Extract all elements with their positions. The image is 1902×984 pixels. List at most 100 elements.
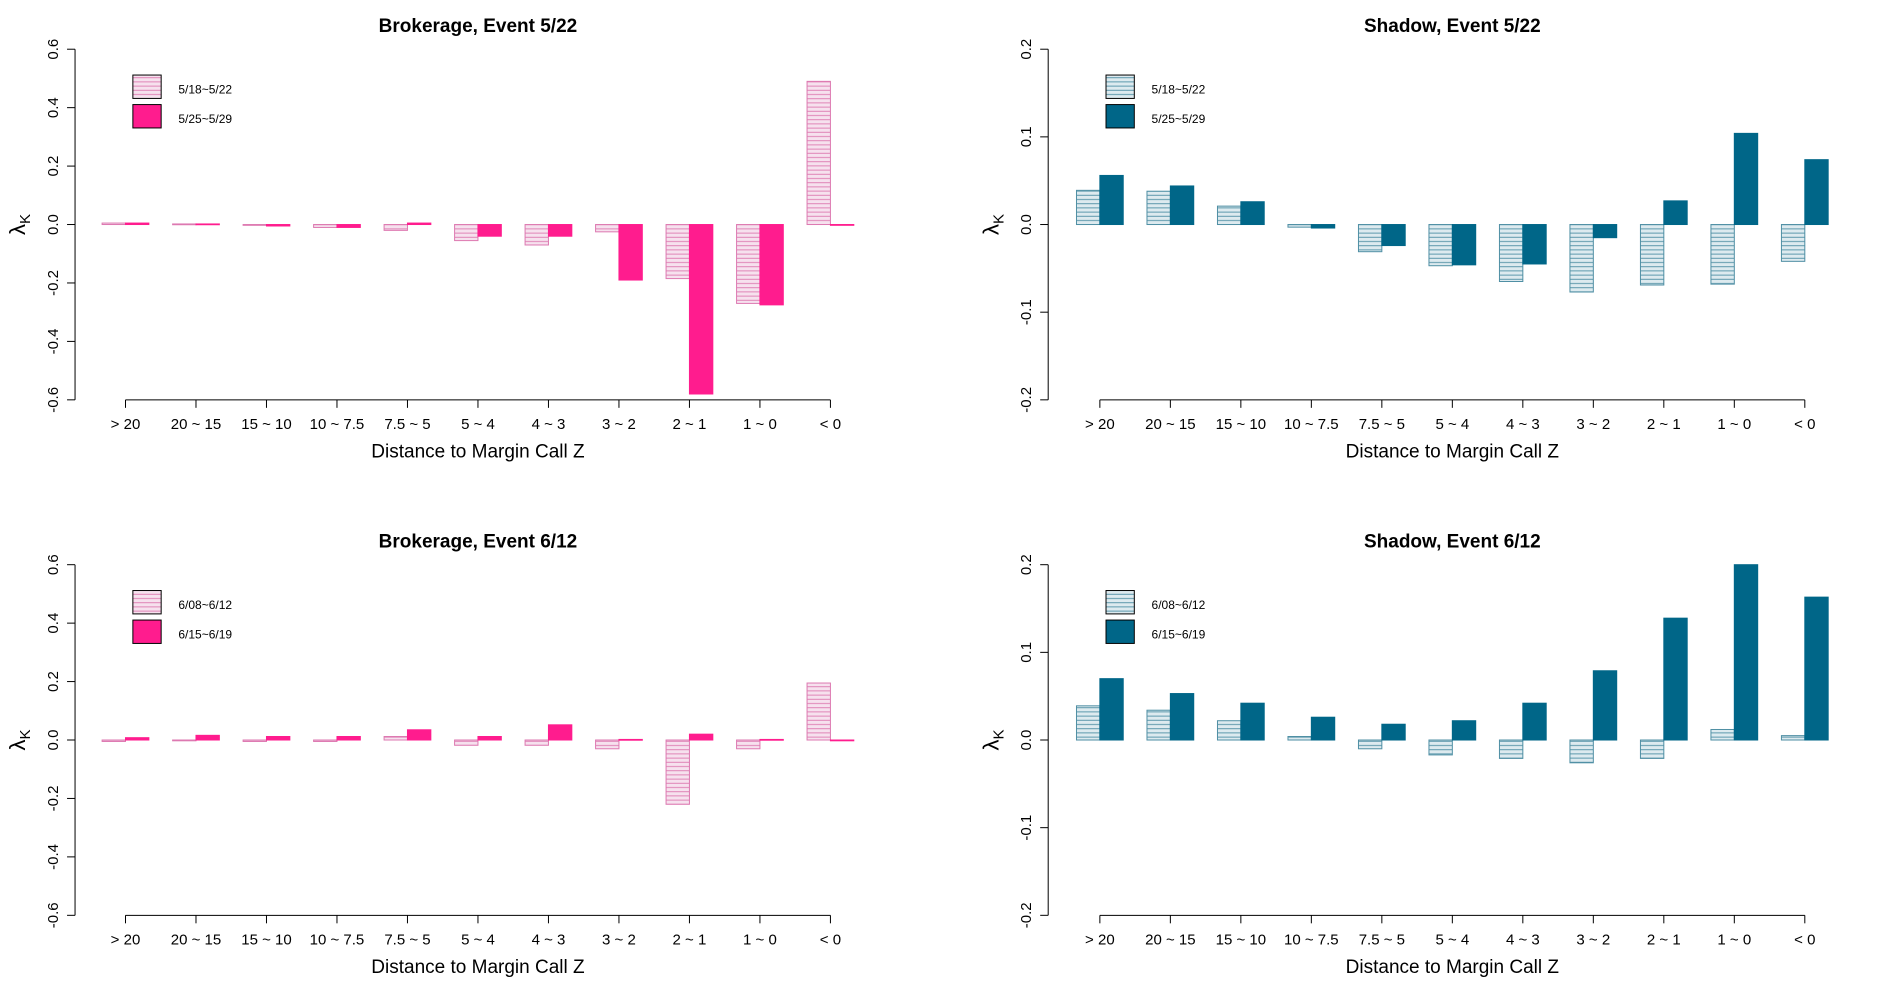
bar-hatched bbox=[1710, 728, 1735, 741]
bar-solid bbox=[547, 224, 573, 237]
bar-solid bbox=[1310, 224, 1336, 229]
bar-hatched bbox=[242, 224, 267, 226]
bar-solid bbox=[688, 224, 714, 395]
bar-solid bbox=[1169, 185, 1195, 226]
x-tick-label: 15 ~ 10 bbox=[1216, 931, 1266, 948]
x-tick-label: 7.5 ~ 5 bbox=[384, 931, 430, 948]
bar-solid bbox=[1733, 132, 1759, 226]
y-tick-label: -0.4 bbox=[45, 328, 62, 354]
y-tick-label: -0.1 bbox=[1018, 815, 1035, 841]
y-tick-label: 0.4 bbox=[45, 613, 62, 634]
y-tick-label: -0.6 bbox=[45, 387, 62, 413]
bar-hatched bbox=[1639, 739, 1665, 759]
bar-hatched bbox=[1216, 205, 1242, 226]
bar-hatched bbox=[1780, 735, 1806, 741]
bar-solid bbox=[1592, 224, 1618, 239]
chart-panel-2: Shadow, Event 5/22 -0.2 -0.1 0.0 0.1 0.2 λK > 2… bbox=[978, 16, 1829, 462]
bar-hatched bbox=[1710, 224, 1735, 285]
bar-solid bbox=[759, 224, 784, 306]
bar-solid bbox=[547, 724, 573, 741]
bar-hatched bbox=[1075, 705, 1101, 741]
bar-solid bbox=[1451, 720, 1477, 741]
bar-hatched bbox=[524, 224, 549, 246]
legend-label: 6/15~6/19 bbox=[1152, 628, 1206, 642]
legend-swatch bbox=[1105, 74, 1135, 99]
x-tick-label: 1 ~ 0 bbox=[743, 416, 777, 433]
bar-hatched bbox=[242, 739, 267, 742]
x-tick-label: 15 ~ 10 bbox=[241, 416, 291, 433]
x-tick-label: 10 ~ 7.5 bbox=[310, 416, 365, 433]
y-axis-label: λK bbox=[978, 730, 1007, 751]
x-tick-label: 5 ~ 4 bbox=[461, 931, 495, 948]
x-tick-label: 4 ~ 3 bbox=[532, 931, 566, 948]
bar-solid bbox=[124, 737, 150, 741]
x-tick-label: > 20 bbox=[111, 416, 141, 433]
y-tick-label: -0.2 bbox=[45, 270, 62, 296]
bar-hatched bbox=[1569, 739, 1594, 764]
bar-solid bbox=[265, 736, 291, 741]
bar-solid bbox=[1310, 716, 1336, 741]
bar-hatched bbox=[665, 224, 690, 280]
bar-solid bbox=[1099, 174, 1124, 226]
x-tick-label: 10 ~ 7.5 bbox=[1284, 931, 1339, 948]
bar-solid bbox=[336, 736, 361, 741]
x-tick-label: > 20 bbox=[1085, 931, 1115, 948]
y-tick-label: 0.0 bbox=[45, 214, 62, 235]
y-tick-label: 0.6 bbox=[45, 554, 62, 575]
bar-hatched bbox=[172, 739, 197, 742]
x-tick-label: 5 ~ 4 bbox=[1435, 931, 1469, 948]
legend-swatch bbox=[132, 104, 162, 129]
x-tick-label: 20 ~ 15 bbox=[171, 416, 221, 433]
x-tick-label: > 20 bbox=[1085, 416, 1115, 433]
bar-hatched bbox=[1357, 224, 1383, 253]
x-tick-label: 2 ~ 1 bbox=[1647, 416, 1681, 433]
bar-solid bbox=[1804, 159, 1829, 226]
y-tick-label: 0.2 bbox=[45, 156, 62, 177]
y-tick-label: 0.0 bbox=[1018, 214, 1035, 235]
y-tick-label: -0.2 bbox=[1018, 902, 1035, 928]
bar-solid bbox=[1451, 224, 1477, 266]
bar-solid bbox=[1663, 200, 1688, 226]
chart-panel-4: Shadow, Event 6/12 -0.2 -0.1 0.0 0.1 0.2 λK > 2… bbox=[978, 531, 1829, 978]
x-tick-label: 3 ~ 2 bbox=[1576, 416, 1610, 433]
y-tick-label: 0.0 bbox=[45, 730, 62, 751]
legend-swatch bbox=[1105, 619, 1135, 644]
x-tick-label: 20 ~ 15 bbox=[171, 931, 221, 948]
legend-swatch bbox=[132, 590, 162, 615]
bar-hatched bbox=[313, 739, 338, 742]
bar-hatched bbox=[1075, 189, 1101, 226]
chart-panel-3: Brokerage, Event 6/12 -0.6 -0.4 -0.2 0.0 0.2 0… bbox=[5, 531, 855, 978]
chart-title: Shadow, Event 5/22 bbox=[1364, 16, 1541, 37]
legend-swatch bbox=[132, 619, 162, 644]
x-axis-label: Distance to Margin Call Z bbox=[1346, 441, 1560, 462]
bar-solid bbox=[1522, 702, 1547, 741]
x-tick-label: 7.5 ~ 5 bbox=[1359, 931, 1405, 948]
bar-solid bbox=[336, 224, 361, 228]
bar-hatched bbox=[665, 739, 690, 805]
x-axis-label: Distance to Margin Call Z bbox=[1346, 957, 1560, 978]
y-tick-label: -0.2 bbox=[1018, 387, 1035, 413]
bar-hatched bbox=[1146, 190, 1171, 226]
bar-hatched bbox=[736, 739, 761, 750]
x-tick-label: 4 ~ 3 bbox=[1506, 931, 1540, 948]
bar-solid bbox=[477, 224, 502, 237]
y-tick-label: 0.0 bbox=[1018, 730, 1035, 751]
bar-hatched bbox=[383, 736, 408, 741]
bar-hatched bbox=[1498, 224, 1524, 283]
legend-label: 5/25~5/29 bbox=[178, 112, 232, 126]
x-tick-label: 4 ~ 3 bbox=[1506, 416, 1540, 433]
legend-label: 5/18~5/22 bbox=[178, 83, 232, 97]
legend-swatch bbox=[1105, 104, 1135, 129]
bar-hatched bbox=[101, 222, 126, 226]
x-tick-label: 2 ~ 1 bbox=[1647, 931, 1681, 948]
bar-solid bbox=[618, 224, 643, 281]
bar-solid bbox=[406, 222, 432, 226]
bar-hatched bbox=[101, 739, 126, 742]
x-tick-label: 7.5 ~ 5 bbox=[384, 416, 430, 433]
x-tick-label: 20 ~ 15 bbox=[1145, 416, 1195, 433]
x-tick-label: 10 ~ 7.5 bbox=[310, 931, 365, 948]
bar-solid bbox=[1663, 617, 1688, 741]
bar-hatched bbox=[806, 80, 831, 226]
legend-swatch bbox=[132, 74, 162, 99]
